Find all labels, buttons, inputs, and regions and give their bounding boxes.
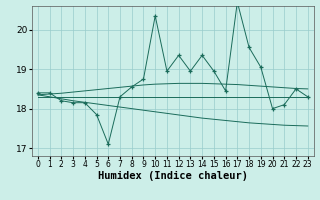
X-axis label: Humidex (Indice chaleur): Humidex (Indice chaleur)	[98, 171, 248, 181]
